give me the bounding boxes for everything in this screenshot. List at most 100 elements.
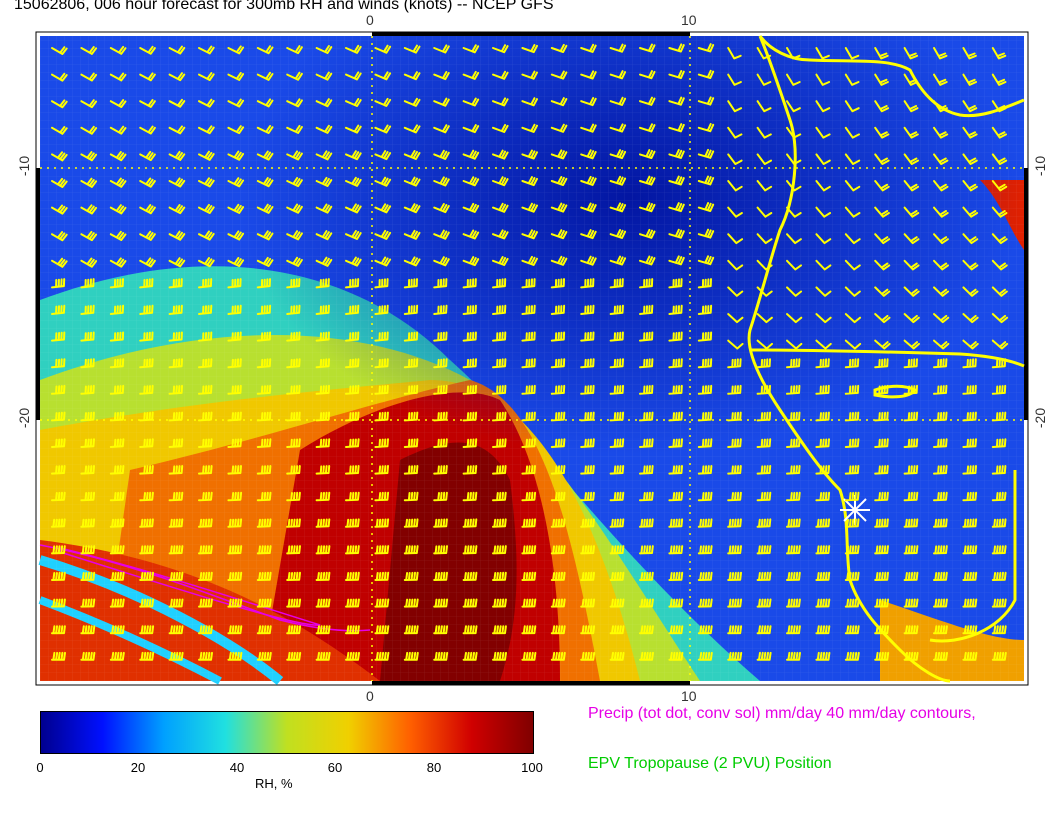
wind-barb [462,44,480,54]
wind-barbs [51,43,1009,661]
wind-barb [286,384,301,395]
wind-barb [991,259,1008,271]
wind-barb [550,149,568,160]
wind-barb [462,651,478,661]
wind-barb [227,230,245,241]
wind-barb [580,625,596,635]
wind-barb [345,230,362,240]
wind-barb [109,571,125,581]
colorbar-tick: 100 [521,760,543,775]
wind-barb [315,491,331,502]
wind-barb [697,518,713,528]
wind-barb [374,124,392,134]
wind-barb [609,43,627,53]
wind-barb [315,384,330,395]
wind-barb [933,153,949,165]
wind-barb [345,651,360,661]
wind-barb [786,100,801,113]
wind-barb [668,228,685,239]
wind-barb [374,150,392,161]
wind-barb [256,598,272,608]
wind-barb [168,465,184,475]
wind-barb [933,625,948,635]
wind-barb [286,598,302,608]
wind-barb [933,73,948,86]
wind-barb [639,518,654,528]
wind-barb [844,100,860,113]
wind-barb [609,491,625,502]
wind-barb [609,625,625,635]
wind-barb [874,598,890,608]
wind-barb [903,411,919,422]
wind-barb [256,331,272,342]
wind-barb [991,233,1008,245]
wind-barb [521,255,538,266]
wind-barb [668,255,685,266]
wind-barb [991,180,1008,192]
wind-barb [874,571,889,581]
wind-barb [403,384,419,395]
wind-barb [874,411,889,422]
wind-barb [580,651,596,661]
wind-barb [609,384,624,395]
wind-barb [874,339,891,350]
wind-barb [433,304,448,315]
wind-barb [844,518,860,528]
wind-barb [550,202,568,213]
wind-barb [727,358,742,369]
wind-barb [609,518,625,528]
wind-barb [109,465,125,475]
wind-barb [345,150,362,161]
wind-barb [462,625,478,635]
wind-barb [198,465,213,475]
wind-barb [844,598,860,608]
wind-barb [198,278,213,289]
wind-barb [903,625,919,635]
bottom-tick-10: 10 [681,688,697,704]
wind-barb [109,257,127,268]
wind-barb [697,228,715,239]
wind-barb [756,100,772,113]
wind-barb [933,651,948,661]
wind-barb [315,71,333,81]
wind-barb [521,518,537,528]
wind-barb [962,571,978,581]
wind-barb [521,491,537,502]
wind-barb [51,231,68,242]
wind-barb [756,491,772,502]
wind-barb [139,465,154,475]
wind-barb [139,230,156,241]
wind-barb [550,518,566,528]
wind-barb [168,98,186,108]
wind-barb [80,384,95,395]
wind-barb [903,598,919,608]
wind-barb [315,98,333,108]
wind-barb [580,278,595,289]
wind-barb [51,625,66,635]
wind-barb [933,384,948,395]
wind-barb [521,70,538,80]
wind-barb [668,625,684,635]
wind-barb [374,384,389,395]
wind-barb [315,203,333,214]
wind-barb [168,204,186,215]
wind-barb [345,331,360,342]
wind-barb [433,149,450,160]
wind-barb [815,358,830,369]
wind-barb [756,313,773,324]
wind-barb [168,571,184,581]
wind-barb [639,625,654,635]
wind-barb [462,149,480,160]
tropopause-note: EPV Tropopause (2 PVU) Position [588,755,832,772]
wind-barb [844,259,861,271]
wind-barb [550,43,568,53]
wind-barb [433,331,448,342]
wind-barb [903,465,919,475]
wind-barb [51,151,68,162]
wind-barb [962,518,978,528]
wind-barb [727,491,742,502]
wind-barb [962,358,977,369]
colorbar-tick: 20 [130,760,146,775]
wind-barb [668,491,684,502]
wind-barb [109,384,125,395]
